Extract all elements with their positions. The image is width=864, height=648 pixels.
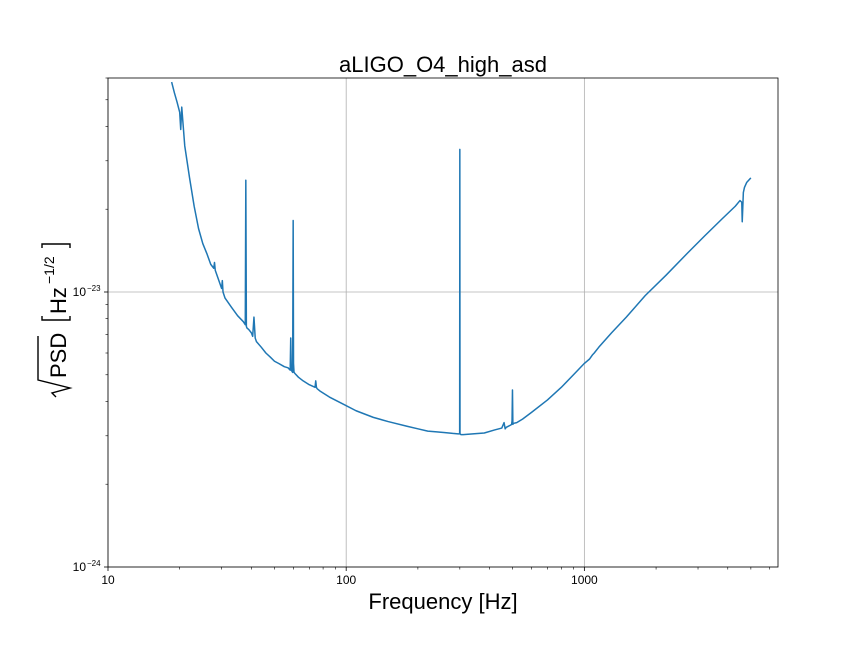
y-axis-label-radicand: PSD — [46, 333, 71, 378]
y-tick-label-base: 10 — [73, 560, 87, 574]
bracket-left — [41, 316, 71, 321]
plot-frame — [107, 77, 779, 568]
bracket-right — [41, 243, 71, 248]
grid-lines — [107, 78, 778, 568]
series-layer — [170, 81, 752, 436]
y-tick-label-base: 10 — [73, 285, 87, 299]
series-line — [170, 81, 752, 436]
chart-title: aLIGO_O4_high_asd — [339, 52, 547, 77]
y-axis-label-exponent: −1/2 — [41, 256, 57, 284]
y-tick-label-exponent: −24 — [87, 559, 101, 568]
x-axis: 10 100 1000 — [101, 567, 771, 587]
y-axis-label: PSD Hz −1/2 — [37, 243, 73, 398]
x-axis-label: Frequency [Hz] — [368, 589, 517, 614]
y-tick-label-exponent: −23 — [87, 284, 101, 293]
y-axis-label-units: Hz — [46, 287, 71, 314]
sqrt-radical-symbol — [37, 336, 73, 398]
x-tick-label: 10 — [101, 573, 115, 587]
x-tick-label: 1000 — [571, 573, 598, 587]
x-tick-label: 100 — [336, 573, 356, 587]
